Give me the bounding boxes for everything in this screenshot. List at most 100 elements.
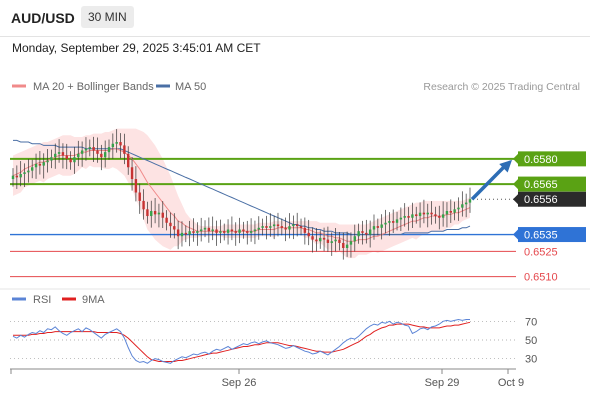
candle [249,231,253,233]
candle [34,163,38,168]
candle [380,224,383,228]
forecast-arrow-head [499,159,512,173]
candle [153,211,157,215]
candle [418,212,422,217]
candle [150,211,153,217]
candle [215,229,218,233]
candle [365,232,368,235]
candle [280,226,284,228]
price-label: 0.6510 [524,272,558,284]
candle [426,212,429,215]
candle [223,231,226,233]
candle [184,232,188,235]
candle [230,229,234,232]
candle [100,153,103,158]
candle [196,231,199,233]
price-label-notch [513,194,518,205]
x-tick-label: Sep 26 [222,377,257,389]
legend-rsi: RSI [33,294,51,306]
candle [54,153,57,158]
legend-rsi-ma: 9MA [82,294,105,306]
candle [253,229,257,232]
candle [461,204,464,208]
legend-ma50: MA 50 [175,81,206,93]
candle [84,148,88,151]
candle [265,226,268,228]
candle [441,214,445,218]
candle [288,226,291,230]
candle [199,229,203,232]
candle [430,212,433,215]
price-label-box [518,151,586,167]
rsi-line [12,318,470,364]
candle [391,221,395,223]
rsi-tick-label: 70 [525,316,537,328]
legend-ma20: MA 20 + Bollinger Bands [33,81,154,93]
candle [411,214,414,218]
candle [407,216,410,218]
candle [176,229,180,237]
candle [11,175,15,180]
price-label: 0.6580 [524,154,558,166]
candle [395,219,399,223]
candle [142,200,145,210]
candle [73,157,76,163]
candle [23,172,26,174]
candle [69,158,72,163]
chart-datetime: Monday, September 29, 2025 3:45:01 AM CE… [12,41,261,55]
candle [19,174,22,178]
candle [415,214,418,217]
candle [27,170,30,173]
price-label-box [518,176,586,192]
candle [161,212,164,218]
candle [157,212,161,215]
candle [292,224,295,227]
ma50-line [13,139,471,235]
candle [453,209,456,213]
candle [326,239,330,243]
candle [130,167,134,180]
header-bar: AUD/USD 30 MIN [0,0,590,37]
candle [211,229,214,232]
candle [42,162,45,166]
candle [361,231,364,233]
candle [138,192,141,201]
candle [238,229,241,233]
candle [449,211,452,213]
candle [303,227,307,233]
candle [438,216,441,218]
candle [384,222,387,225]
candle [388,221,391,223]
candle [80,150,84,154]
candle [188,231,191,235]
timeframe-button[interactable]: 30 MIN [81,6,134,28]
candle [219,231,222,233]
candle [242,229,245,232]
price-label-notch [513,229,518,240]
candle [368,229,372,235]
candle [234,231,237,233]
x-tick-label: Sep 29 [425,377,460,389]
candle [192,231,195,233]
price-label: 0.6565 [524,179,558,191]
price-label-notch [513,153,518,164]
candle [123,145,126,154]
candle [338,239,341,243]
candle [353,236,356,242]
candle [46,160,49,163]
candle [146,209,149,217]
candle [127,153,130,168]
candle [134,179,138,193]
candle [88,147,92,149]
candle [207,227,211,232]
candle [119,142,122,146]
candle [31,167,34,171]
candle [107,147,111,153]
candle [315,239,318,242]
price-label: 0.6556 [524,194,558,206]
candle [403,216,406,218]
candle [173,226,176,230]
candle [307,232,310,237]
candle [261,226,264,228]
candle [464,202,468,205]
